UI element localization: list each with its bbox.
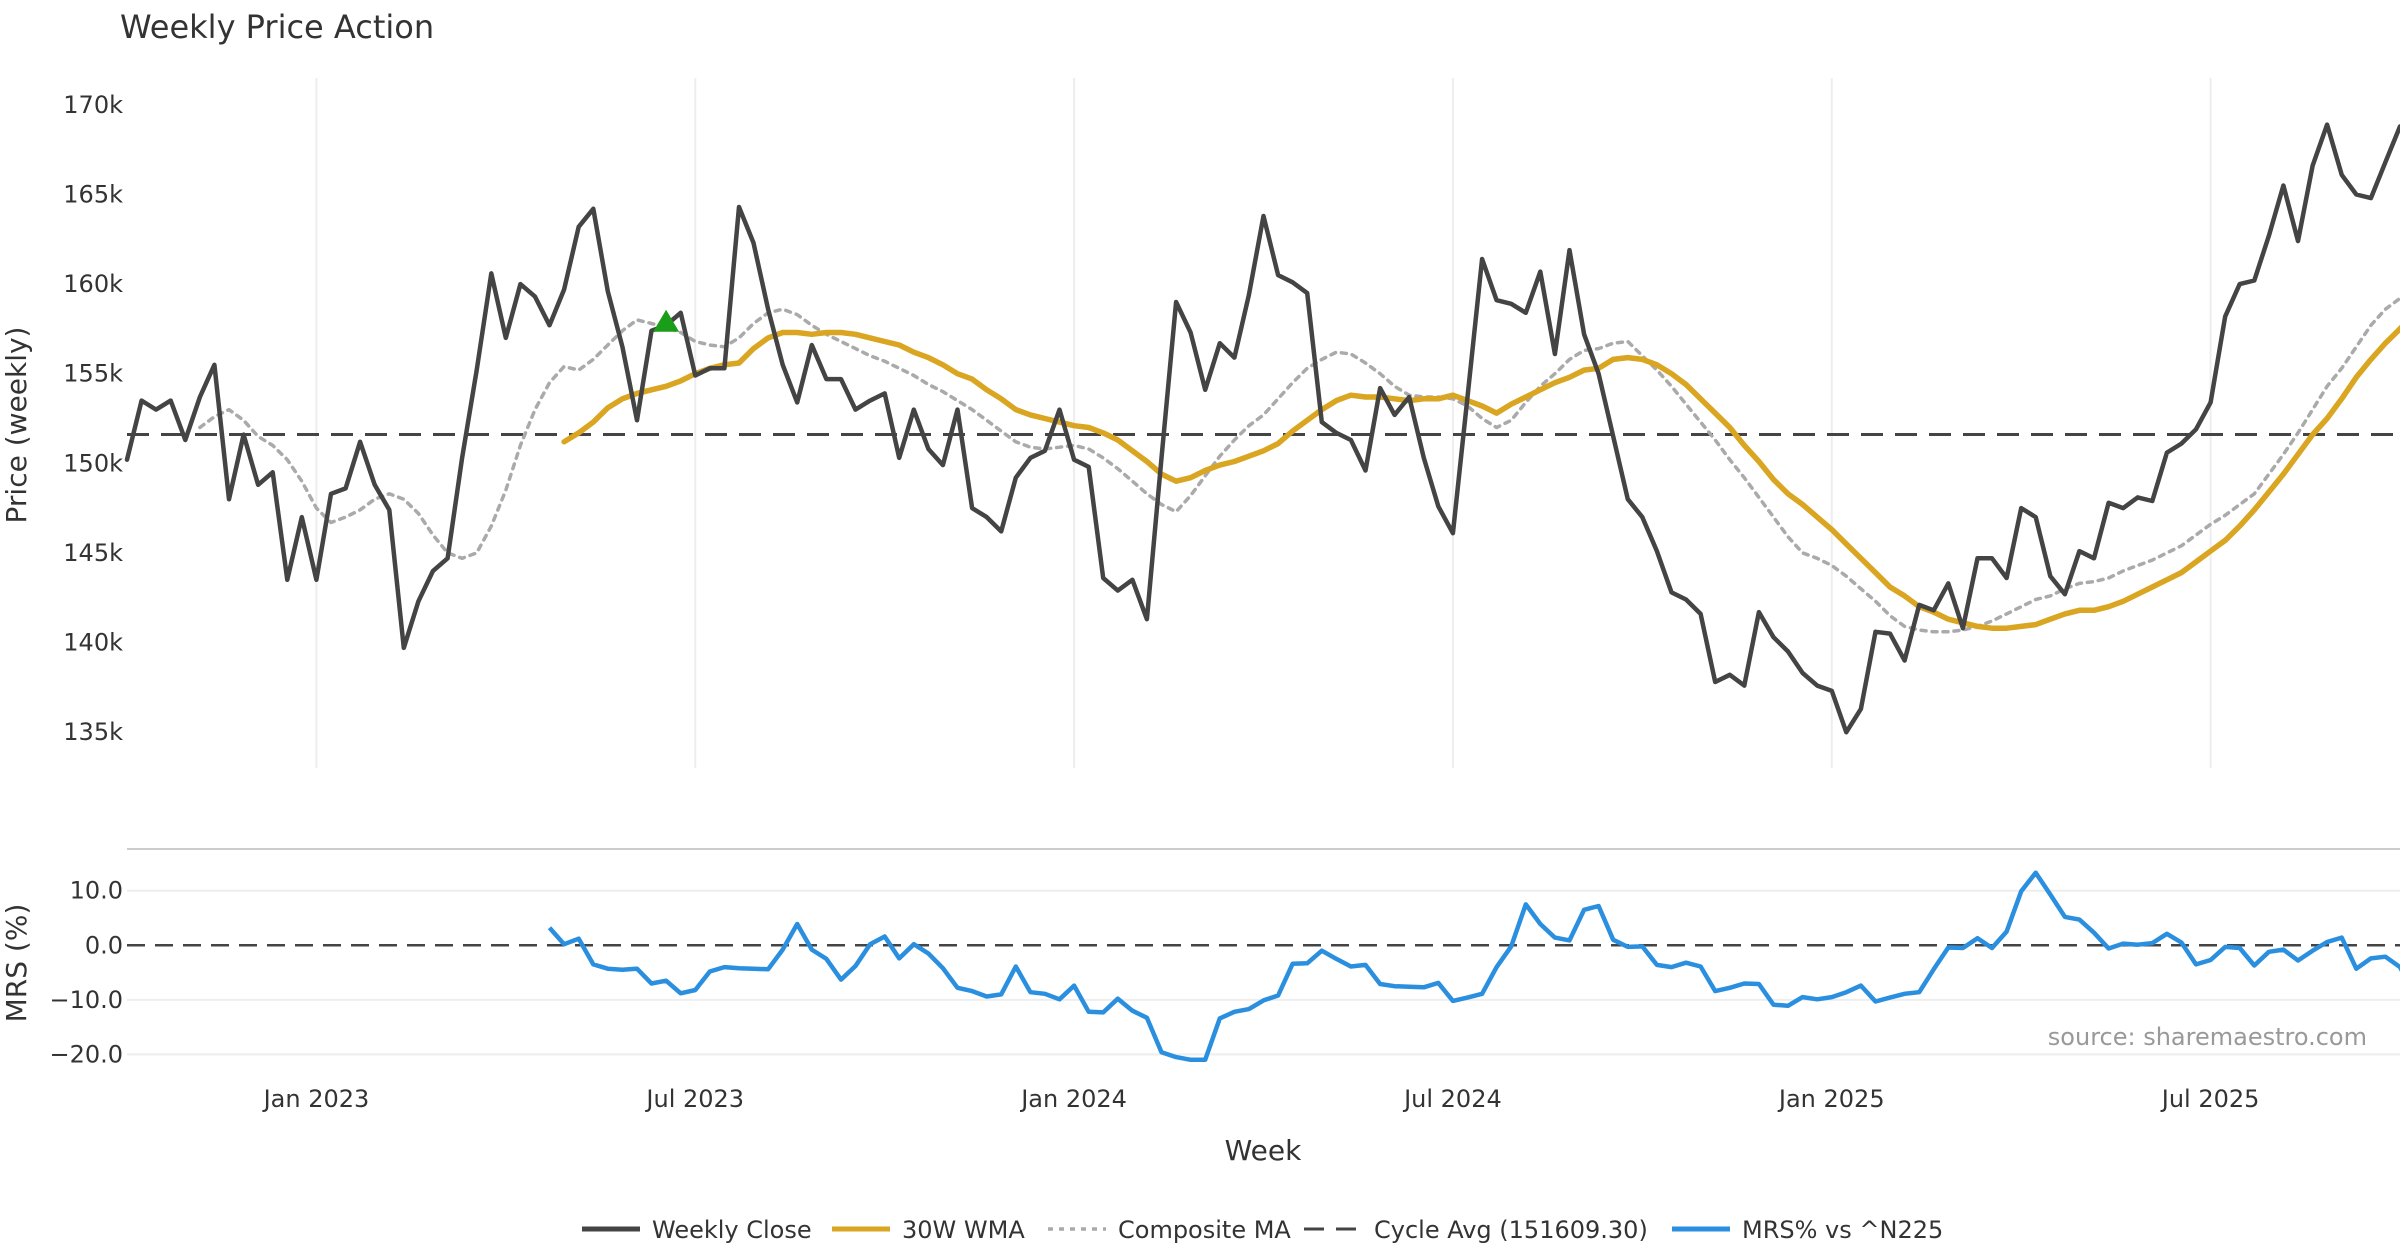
mrs-y-axis-title: MRS (%): [0, 904, 33, 1023]
x-tick-label: Jul 2024: [1402, 1085, 1502, 1113]
legend-label: Cycle Avg (151609.30): [1374, 1216, 1648, 1244]
price-y-tick-label: 145k: [63, 539, 123, 567]
legend-label: 30W WMA: [902, 1216, 1025, 1244]
source-note: source: sharemaestro.com: [2048, 1023, 2367, 1051]
legend-label: Weekly Close: [652, 1216, 812, 1244]
price-y-tick-label: 155k: [63, 360, 123, 388]
chart-title: Weekly Price Action: [120, 8, 434, 46]
price-gridlines: [315, 78, 2212, 768]
x-ticks: Jan 2023 Jul 2023 Jan 2024 Jul 2024 Jan 2025…: [262, 1085, 2260, 1113]
legend-label: MRS% vs ^N225: [1742, 1216, 1943, 1244]
x-tick-label: Jan 2024: [1019, 1085, 1127, 1113]
x-tick-label: Jan 2025: [1777, 1085, 1885, 1113]
x-tick-label: Jan 2023: [262, 1085, 370, 1113]
price-series: [124, 122, 2400, 735]
price-y-tick-label: 160k: [63, 270, 123, 298]
price-y-tick-label: 135k: [63, 718, 123, 746]
x-axis-title: Week: [1225, 1134, 1302, 1167]
legend: Weekly Close 30W WMA Composite MA Cycle Avg…: [582, 1216, 1943, 1244]
mrs-series: [547, 870, 2400, 1063]
mrs-y-tick-label: 10.0: [70, 877, 123, 905]
weekly-close-line: [124, 122, 2400, 735]
price-y-tick-label: 150k: [63, 449, 123, 477]
mrs-y-tick-label: −10.0: [49, 986, 123, 1014]
wma-30w-line: [561, 324, 2400, 631]
price-y-tick-label: 165k: [63, 180, 123, 208]
price-y-tick-label: 140k: [63, 629, 123, 657]
price-y-tick-label: 170k: [63, 91, 123, 119]
buy-signal-marker: [653, 309, 680, 332]
x-tick-label: Jul 2023: [644, 1085, 744, 1113]
mrs-y-ticks: −20.0 −10.0 0.0 10.0: [49, 877, 123, 1069]
legend-label: Composite MA: [1118, 1216, 1291, 1244]
mrs-y-tick-label: −20.0: [49, 1040, 123, 1068]
mrs-line: [547, 870, 2400, 1063]
price-y-ticks: 135k 140k 145k 150k 155k 160k 165k 170k: [63, 91, 123, 746]
price-y-axis-title: Price (weekly): [0, 327, 33, 524]
x-tick-label: Jul 2025: [2160, 1085, 2260, 1113]
mrs-y-tick-label: 0.0: [85, 931, 123, 959]
composite-ma-line: [198, 296, 2400, 634]
